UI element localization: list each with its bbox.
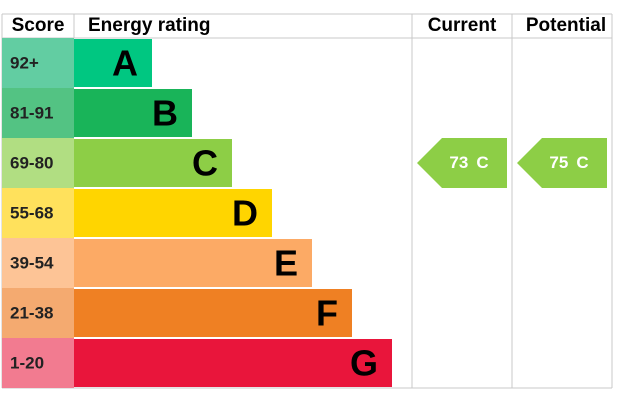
rating-letter: A	[112, 43, 138, 84]
rating-bar	[74, 189, 272, 237]
rating-header: Energy rating	[88, 15, 210, 36]
score-label: 81-91	[10, 103, 53, 122]
potential-label: 75 C	[549, 153, 588, 172]
rating-bar	[74, 289, 352, 337]
score-header: Score	[12, 15, 65, 36]
rating-bar	[74, 339, 392, 387]
rating-bar	[74, 239, 312, 287]
rating-bar	[74, 39, 152, 87]
score-label: 92+	[10, 53, 39, 72]
potential-header: Potential	[526, 15, 606, 36]
rating-bar	[74, 139, 232, 187]
rating-letter: C	[192, 143, 218, 184]
rating-bar	[74, 89, 192, 137]
rating-letter: E	[274, 243, 298, 284]
score-cell	[2, 138, 74, 188]
score-cell	[2, 188, 74, 238]
score-label: 55-68	[10, 203, 53, 222]
score-label: 21-38	[10, 303, 53, 322]
potential-arrow	[517, 138, 607, 188]
current-header: Current	[428, 15, 497, 36]
current-letter: C	[476, 153, 488, 172]
potential-value: 75	[549, 153, 568, 172]
current-value: 73	[449, 153, 468, 172]
current-label: 73 C	[449, 153, 488, 172]
current-arrow	[417, 138, 507, 188]
score-cell	[2, 288, 74, 338]
score-label: 1-20	[10, 353, 44, 372]
rating-letter: B	[152, 93, 178, 134]
header: Score Energy rating Current Potential	[12, 15, 607, 36]
score-label: 69-80	[10, 153, 53, 172]
score-cell	[2, 238, 74, 288]
rating-letter: D	[232, 193, 258, 234]
score-cell	[2, 88, 74, 138]
score-label: 39-54	[10, 253, 54, 272]
rating-letter: F	[316, 293, 338, 334]
potential-letter: C	[576, 153, 588, 172]
score-cell	[2, 38, 74, 88]
rating-letter: G	[350, 343, 378, 384]
score-cell	[2, 338, 74, 388]
